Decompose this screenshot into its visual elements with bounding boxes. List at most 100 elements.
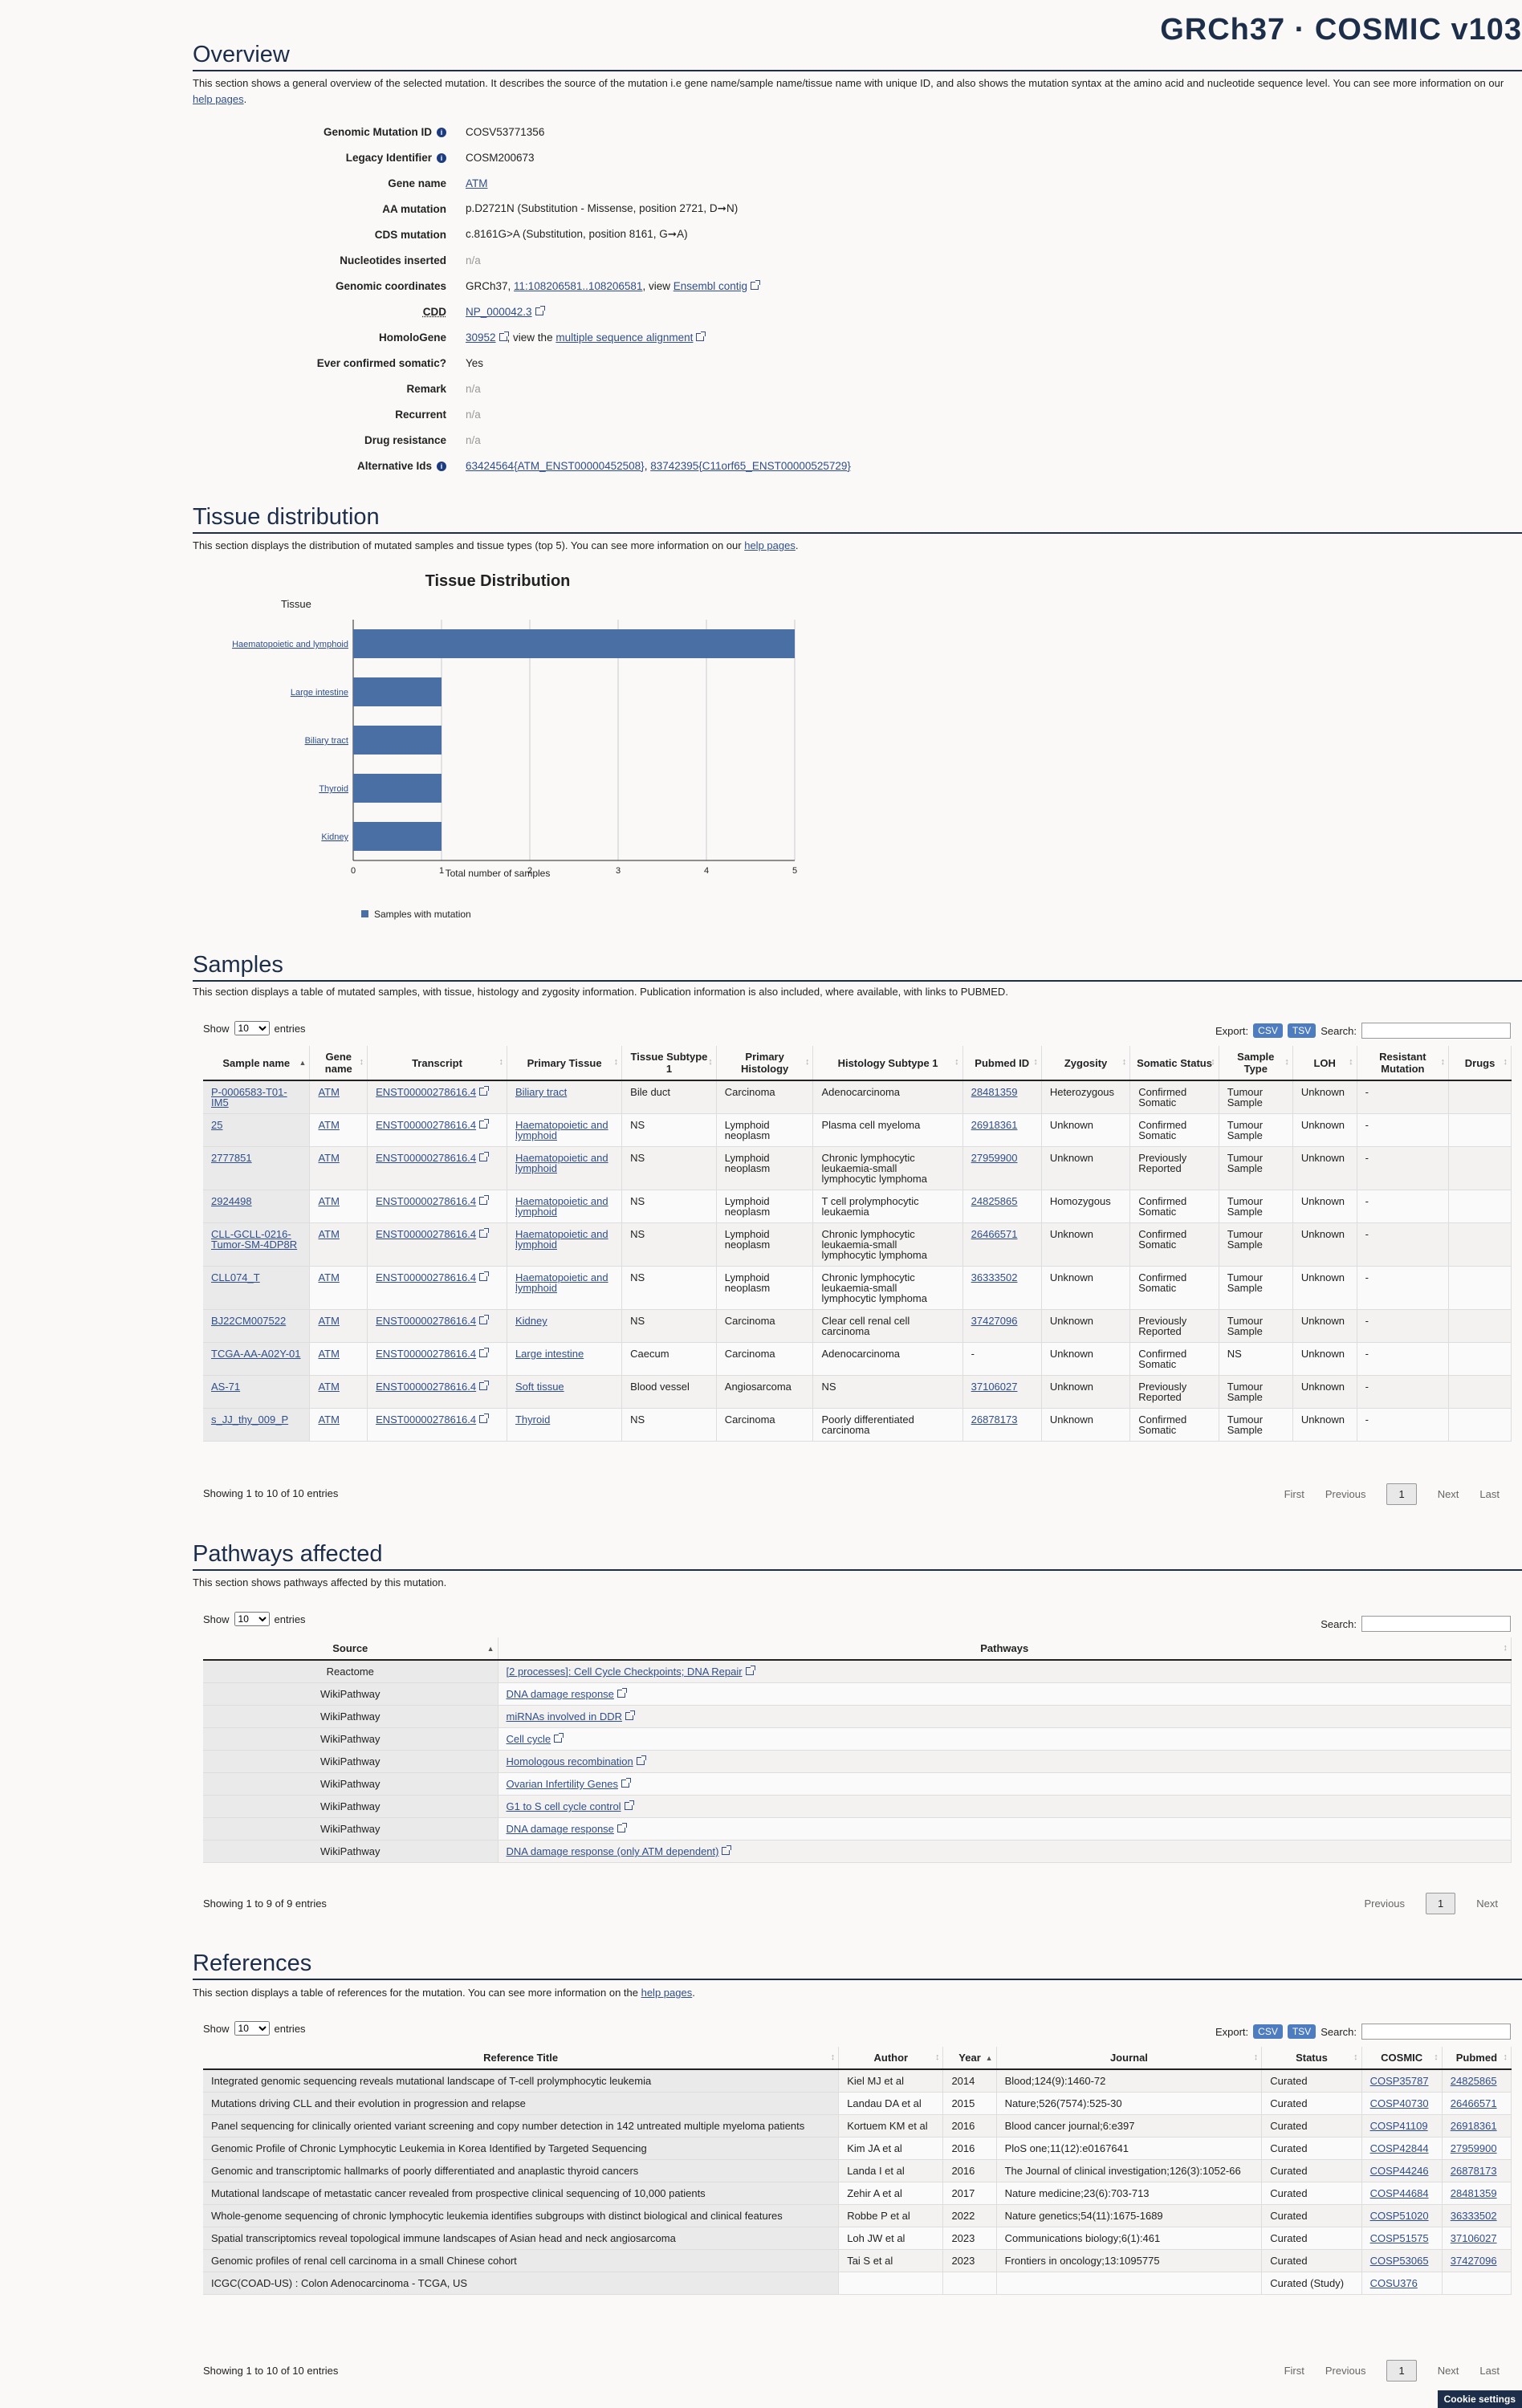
ensembl-contig-link[interactable]: Ensembl contig [673, 279, 748, 292]
cosmic-link[interactable]: COSP42844 [1369, 2142, 1429, 2154]
pathway-link[interactable]: DNA damage response [506, 1823, 614, 1835]
bar-kidney[interactable] [353, 822, 442, 851]
transcript-link[interactable]: ENST00000278616.4 [376, 1195, 477, 1207]
tissue-link[interactable]: Soft tissue [515, 1381, 564, 1393]
column-header-primary-tissue[interactable]: Primary Tissue [507, 1046, 623, 1081]
pathway-link[interactable]: [2 processes]: Cell Cycle Checkpoints; D… [506, 1666, 743, 1678]
next-page-button[interactable]: Next [1476, 1898, 1498, 1910]
column-header-cosmic[interactable]: COSMIC [1361, 2047, 1443, 2070]
pubmed-link[interactable]: 28481359 [1450, 2187, 1497, 2199]
homologene-link[interactable]: 30952 [466, 331, 496, 344]
bar-large-intestine[interactable] [353, 677, 442, 706]
pubmed-link[interactable]: 26878173 [1450, 2165, 1497, 2177]
tissue-link[interactable]: Biliary tract [515, 1086, 568, 1098]
cookie-settings-button[interactable]: Cookie settings [1437, 2390, 1522, 2408]
cosmic-link[interactable]: COSP40730 [1369, 2097, 1429, 2109]
transcript-link[interactable]: ENST00000278616.4 [376, 1228, 477, 1240]
column-header-sample-type[interactable]: Sample Type [1219, 1046, 1293, 1081]
pubmed-link[interactable]: 27959900 [1450, 2142, 1497, 2154]
last-page-button[interactable]: Last [1479, 1488, 1500, 1500]
column-header-somatic-status[interactable]: Somatic Status [1129, 1046, 1219, 1081]
help-pages-link[interactable]: help pages [744, 539, 796, 551]
tissue-link[interactable]: Haematopoietic and lymphoid [515, 1271, 608, 1294]
transcript-link[interactable]: ENST00000278616.4 [376, 1315, 477, 1327]
tissue-link[interactable]: Kidney [515, 1315, 547, 1327]
pubmed-link[interactable]: 26466571 [971, 1228, 1018, 1240]
pubmed-link[interactable]: 37427096 [971, 1315, 1018, 1327]
page-1-button[interactable]: 1 [1386, 1483, 1417, 1505]
column-header-histology-subtype-1[interactable]: Histology Subtype 1 [812, 1046, 963, 1081]
first-page-button[interactable]: First [1284, 1488, 1304, 1500]
transcript-link[interactable]: ENST00000278616.4 [376, 1381, 477, 1393]
pathways-search-input[interactable] [1361, 1616, 1511, 1632]
gene-link[interactable]: ATM [318, 1086, 340, 1098]
y-tick-label[interactable]: Large intestine [291, 688, 348, 698]
y-tick-label[interactable]: Biliary tract [305, 736, 348, 746]
pathway-link[interactable]: miRNAs involved in DDR [506, 1710, 622, 1723]
sample-name-link[interactable]: 2924498 [211, 1195, 252, 1207]
column-header-author[interactable]: Author [838, 2047, 944, 2070]
column-header-reference-title[interactable]: Reference Title [203, 2047, 840, 2070]
column-header-status[interactable]: Status [1261, 2047, 1362, 2070]
tsv-export-button[interactable]: TSV [1287, 1023, 1316, 1038]
column-header-pubmed[interactable]: Pubmed [1442, 2047, 1512, 2070]
column-header-pathways[interactable]: Pathways [498, 1637, 1512, 1661]
tissue-link[interactable]: Thyroid [515, 1413, 551, 1426]
csv-export-button[interactable]: CSV [1253, 2024, 1283, 2039]
column-header-loh[interactable]: LOH [1292, 1046, 1357, 1081]
column-header-resistant-mutation[interactable]: Resistant Mutation [1357, 1046, 1450, 1081]
tissue-link[interactable]: Large intestine [515, 1348, 584, 1360]
pubmed-link[interactable]: 26918361 [1450, 2120, 1497, 2132]
tissue-link[interactable]: Haematopoietic and lymphoid [515, 1119, 608, 1141]
column-header-drugs[interactable]: Drugs [1448, 1046, 1512, 1081]
pubmed-link[interactable]: 26918361 [971, 1119, 1018, 1131]
cosmic-link[interactable]: COSP53065 [1369, 2255, 1429, 2267]
first-page-button[interactable]: First [1284, 2365, 1304, 2377]
pathway-link[interactable]: Ovarian Infertility Genes [506, 1778, 618, 1790]
transcript-link[interactable]: ENST00000278616.4 [376, 1348, 477, 1360]
page-1-button[interactable]: 1 [1386, 2360, 1417, 2382]
cosmic-link[interactable]: COSP44684 [1369, 2187, 1429, 2199]
column-header-pubmed-id[interactable]: Pubmed ID [962, 1046, 1042, 1081]
y-tick-label[interactable]: Thyroid [319, 784, 348, 794]
previous-page-button[interactable]: Previous [1325, 1488, 1366, 1500]
info-icon[interactable]: i [437, 153, 446, 163]
gene-name-link[interactable]: ATM [466, 177, 488, 189]
last-page-button[interactable]: Last [1479, 2365, 1500, 2377]
sample-name-link[interactable]: TCGA-AA-A02Y-01 [211, 1348, 301, 1360]
cdd-link[interactable]: NP_000042.3 [466, 305, 532, 318]
column-header-year[interactable]: Year [942, 2047, 997, 2070]
column-header-journal[interactable]: Journal [996, 2047, 1263, 2070]
next-page-button[interactable]: Next [1437, 2365, 1459, 2377]
y-tick-label[interactable]: Kidney [321, 832, 348, 842]
gene-link[interactable]: ATM [318, 1152, 340, 1164]
tissue-link[interactable]: Haematopoietic and lymphoid [515, 1195, 608, 1218]
transcript-link[interactable]: ENST00000278616.4 [376, 1413, 477, 1426]
pathway-link[interactable]: DNA damage response (only ATM dependent) [506, 1845, 719, 1857]
bar-biliary-tract[interactable] [353, 726, 442, 755]
alternative-id-link[interactable]: 83742395{C11orf65_ENST00000525729} [650, 459, 851, 472]
pubmed-link[interactable]: 37106027 [971, 1381, 1018, 1393]
pubmed-link[interactable]: 26878173 [971, 1413, 1018, 1426]
sample-name-link[interactable]: s_JJ_thy_009_P [211, 1413, 289, 1426]
sample-name-link[interactable]: BJ22CM007522 [211, 1315, 287, 1327]
gene-link[interactable]: ATM [318, 1271, 340, 1283]
pubmed-link[interactable]: 28481359 [971, 1086, 1018, 1098]
help-pages-link[interactable]: help pages [641, 1987, 693, 1999]
alternative-id-link[interactable]: 63424564{ATM_ENST00000452508} [466, 459, 645, 472]
msa-link[interactable]: multiple sequence alignment [555, 331, 694, 344]
column-header-tissue-subtype-1[interactable]: Tissue Subtype 1 [621, 1046, 717, 1081]
pubmed-link[interactable]: 24825865 [1450, 2075, 1497, 2087]
next-page-button[interactable]: Next [1437, 1488, 1459, 1500]
transcript-link[interactable]: ENST00000278616.4 [376, 1086, 477, 1098]
cosmic-link[interactable]: COSP51575 [1369, 2232, 1429, 2244]
sample-name-link[interactable]: 2777851 [211, 1152, 252, 1164]
gene-link[interactable]: ATM [318, 1348, 340, 1360]
cosmic-link[interactable]: COSP44246 [1369, 2165, 1429, 2177]
sample-name-link[interactable]: CLL074_T [211, 1271, 260, 1283]
pubmed-link[interactable]: 24825865 [971, 1195, 1018, 1207]
gene-link[interactable]: ATM [318, 1413, 340, 1426]
pubmed-link[interactable]: 27959900 [971, 1152, 1018, 1164]
previous-page-button[interactable]: Previous [1325, 2365, 1366, 2377]
cosmic-link[interactable]: COSP35787 [1369, 2075, 1429, 2087]
